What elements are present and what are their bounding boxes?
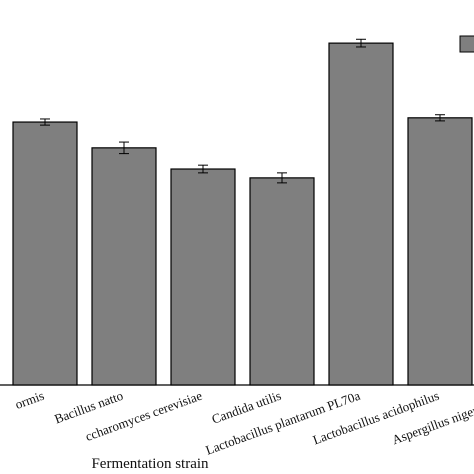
- bar: [91, 147, 157, 386]
- bar: [249, 177, 315, 386]
- x-axis-label: Fermentation strain: [91, 456, 209, 472]
- bar: [328, 42, 394, 386]
- x-tick-label: ormis: [13, 388, 46, 412]
- legend-swatch: [459, 35, 474, 53]
- bar: [12, 121, 78, 386]
- bar: [407, 117, 473, 386]
- bar: [170, 168, 236, 386]
